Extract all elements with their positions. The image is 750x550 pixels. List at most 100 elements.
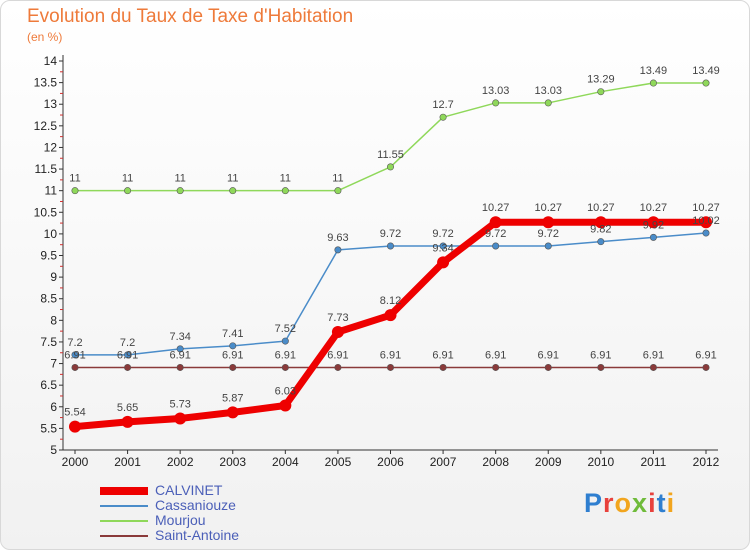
logo-letter: x <box>632 488 649 518</box>
data-label: 6.91 <box>643 349 664 361</box>
y-tick-label: 8.5 <box>40 292 57 306</box>
data-label: 11 <box>122 173 133 185</box>
data-point <box>386 163 394 171</box>
proxiti-logo: Proxiti <box>584 488 675 519</box>
data-label: 6.91 <box>538 349 559 361</box>
data-point <box>71 351 79 359</box>
data-point <box>124 187 132 195</box>
data-label: 9.34 <box>432 242 453 254</box>
data-label: 13.29 <box>587 74 615 86</box>
chart-title: Evolution du Taux de Taxe d'Habitation <box>27 6 354 27</box>
data-label: 13.49 <box>640 65 668 77</box>
data-point <box>386 363 394 371</box>
data-label: 13.49 <box>692 65 720 77</box>
logo-letter: P <box>584 488 604 518</box>
data-label: 10.27 <box>534 202 562 214</box>
data-label: 7.2 <box>120 337 135 349</box>
data-label: 11 <box>174 173 185 185</box>
y-tick-label: 10.5 <box>34 205 58 219</box>
data-point <box>334 187 342 195</box>
data-point <box>700 216 712 229</box>
data-label: 6.91 <box>222 349 243 361</box>
y-tick-label: 9 <box>50 270 57 284</box>
legend-label: Saint-Antoine <box>155 527 240 543</box>
y-tick-label: 6.5 <box>40 378 57 392</box>
logo-letter: o <box>614 488 633 518</box>
legend-label: Mourjou <box>155 512 206 528</box>
data-point <box>439 113 447 121</box>
data-point <box>492 242 500 250</box>
data-label: 7.34 <box>169 331 190 343</box>
data-point <box>437 256 450 269</box>
data-point <box>386 242 394 250</box>
data-point <box>229 342 237 350</box>
y-tick-label: 12.5 <box>34 119 58 133</box>
data-label: 7.52 <box>275 323 296 335</box>
data-point <box>281 363 289 371</box>
data-point <box>124 363 132 371</box>
data-label: 5.65 <box>117 402 138 414</box>
data-point <box>71 187 79 195</box>
data-point <box>439 363 447 371</box>
logo-letter: i <box>648 488 657 518</box>
data-point <box>544 363 552 371</box>
chart-axes: 5 5.5 6 6.5 7 7.5 8 8.5 9 9.5 10 10.5 11 11.5 12 12.5 13… <box>34 54 720 469</box>
data-point <box>702 363 710 371</box>
data-label: 7.73 <box>327 312 348 324</box>
data-label: 10.27 <box>482 202 510 214</box>
data-label: 10.02 <box>692 215 720 227</box>
data-point <box>229 363 237 371</box>
y-tick-label: 9.5 <box>40 249 57 263</box>
data-label: 5.87 <box>222 392 243 404</box>
data-label: 11 <box>332 173 343 185</box>
data-point <box>124 351 132 359</box>
legend-swatch <box>100 505 148 507</box>
data-label: 6.91 <box>695 349 716 361</box>
y-tick-label: 12 <box>44 140 58 154</box>
data-point <box>597 238 605 246</box>
x-tick-label: 2003 <box>219 455 246 469</box>
data-point <box>492 363 500 371</box>
x-tick-label: 2004 <box>272 455 299 469</box>
data-label: 7.2 <box>67 337 82 349</box>
data-label: 11 <box>280 173 291 185</box>
data-point <box>226 406 239 419</box>
data-point <box>331 326 344 339</box>
data-point <box>281 337 289 345</box>
x-tick-label: 2009 <box>535 455 562 469</box>
x-tick-label: 2007 <box>430 455 457 469</box>
legend-label: CALVINET <box>155 482 223 498</box>
legend-swatch <box>100 535 148 537</box>
data-point <box>71 363 79 371</box>
data-label: 10.27 <box>587 202 615 214</box>
data-label: 13.03 <box>534 85 562 97</box>
x-tick-label: 2005 <box>325 455 352 469</box>
data-label: 8.12 <box>380 295 401 307</box>
y-tick-label: 11.5 <box>35 162 58 176</box>
data-label: 6.91 <box>432 349 453 361</box>
chart-series <box>69 79 712 433</box>
data-label: 6.91 <box>169 349 190 361</box>
x-tick-label: 2002 <box>167 455 194 469</box>
y-tick-label: 5.5 <box>40 421 57 435</box>
data-point <box>542 216 555 229</box>
data-label: 9.63 <box>327 232 348 244</box>
x-tick-label: 2008 <box>482 455 509 469</box>
data-label: 11 <box>69 173 80 185</box>
x-tick-label: 2012 <box>693 455 720 469</box>
data-point <box>334 246 342 254</box>
data-label: 7.41 <box>222 328 243 340</box>
series-line-calvinet <box>74 218 706 431</box>
data-point <box>121 415 134 428</box>
data-point <box>176 345 184 353</box>
data-point <box>69 420 81 433</box>
data-point <box>174 412 187 425</box>
data-label: 6.91 <box>380 349 401 361</box>
data-label: 6.91 <box>590 349 611 361</box>
y-tick-label: 7 <box>50 357 57 371</box>
data-point <box>594 216 607 229</box>
data-point <box>281 187 289 195</box>
data-point <box>492 99 500 107</box>
data-point <box>597 363 605 371</box>
